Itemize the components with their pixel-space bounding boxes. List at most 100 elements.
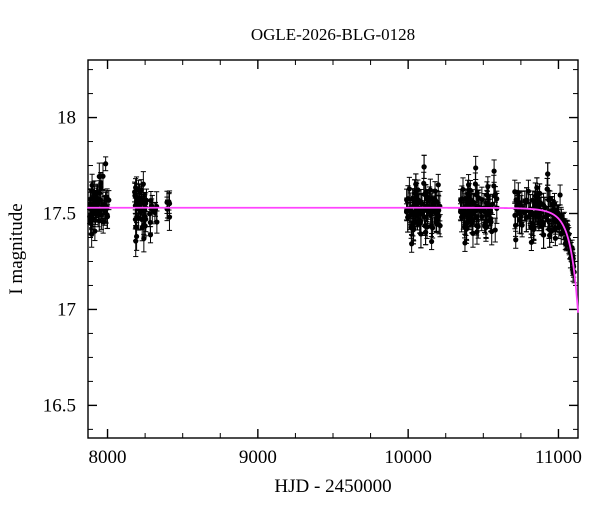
data-point bbox=[547, 196, 553, 202]
data-point bbox=[415, 196, 421, 202]
x-tick-label: 8000 bbox=[89, 447, 127, 468]
data-point bbox=[474, 190, 480, 196]
data-point bbox=[106, 197, 112, 203]
data-point bbox=[422, 229, 429, 235]
data-point bbox=[466, 207, 472, 213]
y-tick-label: 18 bbox=[57, 108, 76, 129]
data-point bbox=[557, 192, 563, 198]
data-point bbox=[100, 173, 106, 179]
data-points bbox=[87, 161, 577, 276]
data-point bbox=[133, 186, 140, 192]
data-point bbox=[522, 209, 528, 216]
data-point bbox=[470, 230, 476, 236]
data-point bbox=[418, 231, 424, 237]
data-point bbox=[536, 199, 542, 205]
data-point bbox=[555, 209, 561, 216]
data-point bbox=[142, 214, 148, 220]
data-point bbox=[465, 182, 472, 188]
y-tick-label: 17.5 bbox=[43, 204, 76, 225]
data-point bbox=[475, 223, 481, 230]
data-point bbox=[90, 216, 96, 222]
data-point bbox=[423, 190, 429, 196]
data-point bbox=[473, 165, 479, 171]
data-point bbox=[523, 214, 529, 221]
data-point bbox=[406, 186, 412, 192]
data-point bbox=[472, 181, 478, 187]
data-point bbox=[164, 199, 170, 205]
data-point bbox=[519, 222, 525, 228]
data-point bbox=[530, 197, 536, 203]
data-point bbox=[542, 204, 548, 210]
x-tick-label: 10000 bbox=[384, 447, 432, 468]
data-point bbox=[133, 238, 139, 244]
data-point bbox=[409, 241, 415, 247]
data-point bbox=[405, 214, 411, 220]
data-point bbox=[415, 187, 421, 193]
data-point bbox=[512, 212, 518, 218]
data-point bbox=[491, 168, 497, 174]
data-point bbox=[148, 197, 154, 204]
data-point bbox=[147, 211, 153, 217]
x-axis-tick-labels: 8000 9000 10000 11000 bbox=[89, 447, 582, 468]
data-point bbox=[87, 201, 93, 207]
x-tick-label: 11000 bbox=[535, 447, 582, 468]
data-point bbox=[547, 232, 553, 238]
data-point bbox=[482, 220, 489, 226]
data-point bbox=[98, 184, 104, 190]
data-point bbox=[428, 223, 434, 229]
data-point bbox=[562, 241, 568, 247]
data-point bbox=[166, 214, 173, 220]
data-point bbox=[90, 188, 96, 194]
data-point bbox=[530, 210, 536, 216]
data-point bbox=[142, 223, 148, 229]
data-point bbox=[479, 196, 485, 203]
data-point bbox=[427, 212, 434, 218]
data-point bbox=[141, 235, 147, 242]
data-point bbox=[98, 212, 104, 218]
data-point bbox=[467, 187, 473, 193]
data-point bbox=[460, 213, 466, 219]
data-point bbox=[413, 181, 419, 187]
data-point bbox=[462, 240, 468, 246]
y-axis-tick-labels: 16.5 17 17.5 18 bbox=[43, 108, 76, 417]
data-point bbox=[419, 211, 425, 217]
data-point bbox=[435, 182, 441, 188]
data-point bbox=[492, 191, 498, 198]
data-point bbox=[431, 207, 437, 213]
data-point bbox=[513, 237, 519, 243]
data-point bbox=[434, 211, 441, 217]
data-point bbox=[416, 207, 422, 213]
data-point bbox=[485, 193, 491, 199]
data-point bbox=[434, 217, 440, 224]
data-point bbox=[141, 199, 147, 205]
data-point bbox=[516, 200, 523, 206]
data-point bbox=[531, 226, 537, 232]
data-point bbox=[491, 183, 497, 189]
data-point bbox=[437, 223, 443, 229]
data-point bbox=[561, 217, 567, 223]
data-point bbox=[429, 238, 435, 245]
data-point bbox=[489, 201, 496, 207]
data-point bbox=[410, 226, 417, 232]
data-point bbox=[421, 164, 427, 170]
data-point bbox=[132, 193, 138, 199]
data-point bbox=[487, 209, 493, 216]
data-point bbox=[419, 201, 425, 207]
data-point bbox=[552, 225, 558, 232]
data-point bbox=[100, 201, 106, 208]
data-point bbox=[478, 208, 484, 215]
data-point bbox=[414, 219, 420, 225]
microlensing-model-curve bbox=[87, 206, 579, 313]
data-point bbox=[89, 182, 95, 188]
data-point bbox=[540, 232, 547, 238]
data-point bbox=[147, 232, 154, 238]
data-point bbox=[430, 202, 436, 208]
data-point bbox=[466, 192, 472, 198]
data-point bbox=[528, 239, 535, 245]
page-title: OGLE-2026-BLG-0128 bbox=[251, 25, 415, 44]
data-point bbox=[424, 224, 430, 230]
data-point bbox=[426, 197, 432, 203]
data-point bbox=[92, 200, 98, 206]
y-tick-label: 16.5 bbox=[43, 395, 76, 416]
